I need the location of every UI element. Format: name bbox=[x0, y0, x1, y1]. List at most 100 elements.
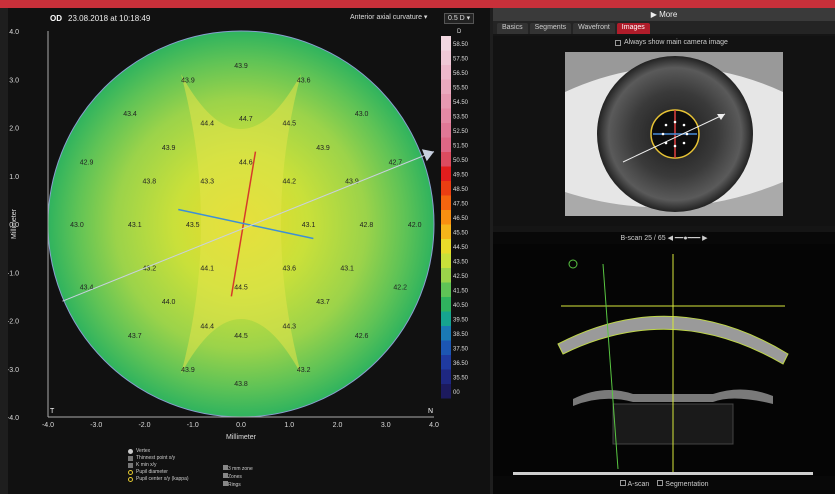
curvature-value: 44.4 bbox=[200, 121, 214, 128]
option-checkbox bbox=[619, 480, 626, 486]
curvature-value: 43.7 bbox=[128, 333, 142, 340]
tab-basics[interactable]: Basics bbox=[497, 23, 528, 34]
color-scale-label: 57.50 bbox=[453, 57, 469, 63]
map-type-select[interactable]: Anterior axial curvature ▾ bbox=[350, 14, 428, 21]
show-camera-checkbox[interactable]: Always show main camera image bbox=[615, 39, 728, 46]
y-tick-label: 0.0 bbox=[9, 222, 19, 229]
legend-item[interactable]: Vertex bbox=[128, 448, 189, 455]
curvature-value: 42.8 bbox=[360, 222, 374, 229]
option-toggle[interactable]: Segmentation bbox=[657, 480, 709, 488]
option-label: A-scan bbox=[627, 481, 650, 488]
x-tick-label: 2.0 bbox=[333, 422, 343, 429]
y-axis-label: Millimeter bbox=[11, 208, 18, 239]
curvature-value: 42.6 bbox=[355, 333, 369, 340]
color-scale-swatch bbox=[441, 166, 451, 181]
color-scale-label: 58.50 bbox=[453, 42, 469, 48]
zone-checkbox bbox=[223, 473, 228, 478]
option-label: Segmentation bbox=[665, 481, 709, 488]
legend-item[interactable]: Pupil diameter bbox=[128, 469, 189, 476]
orientation-arrow bbox=[622, 113, 726, 163]
tab-segments[interactable]: Segments bbox=[529, 23, 572, 34]
curvature-value: 43.9 bbox=[181, 367, 195, 374]
cornea-section bbox=[557, 315, 789, 365]
hot-zone bbox=[181, 74, 301, 374]
color-scale-swatch bbox=[441, 369, 451, 384]
zone-toggle[interactable]: 3 mm zone bbox=[223, 465, 253, 473]
y-tick-label: 3.0 bbox=[9, 77, 19, 84]
color-scale-swatch bbox=[441, 181, 451, 196]
color-scale-swatch bbox=[441, 137, 451, 152]
color-scale-unit: D bbox=[457, 29, 462, 35]
zone-toggle[interactable]: Rings bbox=[223, 481, 253, 489]
curvature-map[interactable]: -4.0 -3.0 -2.0 -1.0 0.0 1.0 2.0 3.0 4.0 4.0 3.0 2.0… bbox=[8, 8, 490, 494]
legend-marker bbox=[128, 456, 133, 461]
curvature-value: 43.2 bbox=[143, 265, 157, 272]
x-tick-label: -1.0 bbox=[187, 422, 199, 429]
tab-images[interactable]: Images bbox=[616, 23, 650, 34]
color-scale-label: 49.50 bbox=[453, 173, 469, 179]
color-scale-label: 43.50 bbox=[453, 260, 469, 266]
camera-image bbox=[565, 52, 783, 216]
curvature-value: 44.4 bbox=[200, 323, 214, 330]
color-scale-label: 56.50 bbox=[453, 71, 469, 77]
curvature-value: 43.3 bbox=[200, 179, 214, 186]
flat-axis bbox=[178, 208, 314, 240]
color-scale-label: 39.50 bbox=[453, 318, 469, 324]
legend-label: Pupil center x/y (kappa) bbox=[136, 476, 189, 482]
scan-line bbox=[602, 263, 619, 470]
upper-eyelid bbox=[565, 52, 783, 92]
nasal-marker: N bbox=[428, 408, 433, 415]
topography-panel: -4.0 -3.0 -2.0 -1.0 0.0 1.0 2.0 3.0 4.0 4.0 3.0 2.0… bbox=[8, 8, 490, 494]
more-toggle[interactable]: ▶ More bbox=[493, 8, 835, 21]
option-toggle[interactable]: A-scan bbox=[619, 480, 650, 488]
legend-item[interactable]: Thinnest point x/y bbox=[128, 455, 189, 462]
legend-marker bbox=[128, 477, 133, 482]
bscan-options: A-scan Segmentation bbox=[493, 480, 835, 488]
color-scale-swatch bbox=[441, 297, 451, 312]
curvature-value: 43.6 bbox=[282, 265, 296, 272]
tab-wavefront[interactable]: Wavefront bbox=[573, 23, 615, 34]
curvature-value: 44.5 bbox=[234, 285, 248, 292]
color-scale-label: 51.50 bbox=[453, 144, 469, 150]
map-legend: Vertex Thinnest point x/y K min x/y Pupil d… bbox=[128, 448, 189, 483]
curvature-value: 44.1 bbox=[200, 265, 214, 272]
legend-item[interactable]: Pupil center x/y (kappa) bbox=[128, 476, 189, 483]
curvature-value: 42.9 bbox=[80, 159, 94, 166]
bscan-scrollbar[interactable] bbox=[513, 472, 813, 475]
legend-label: Vertex bbox=[136, 448, 151, 454]
eye-side: OD bbox=[50, 14, 62, 23]
color-scale-swatch bbox=[441, 282, 451, 297]
exam-header: OD 23.08.2018 at 10:18:49 bbox=[50, 14, 150, 23]
rotate-icon[interactable] bbox=[568, 259, 578, 269]
bscan-slider[interactable]: ◀ ━━●━━━ ▶ bbox=[667, 235, 708, 242]
eye-photo bbox=[565, 52, 783, 216]
zone-toggle[interactable]: Zones bbox=[223, 473, 253, 481]
y-tick-label: 2.0 bbox=[9, 126, 19, 133]
color-scale-swatch bbox=[441, 239, 451, 254]
curvature-value: 43.1 bbox=[302, 222, 316, 229]
y-tick-label: 1.0 bbox=[9, 174, 19, 181]
curvature-value: 43.4 bbox=[123, 111, 137, 118]
curvature-value: 44.0 bbox=[162, 299, 176, 306]
bscan-index: 25 / 65 bbox=[644, 235, 666, 242]
step-select[interactable]: 0.5 D ▾ bbox=[444, 13, 474, 24]
y-tick-label: -1.0 bbox=[8, 270, 19, 277]
x-tick-label: -4.0 bbox=[42, 422, 54, 429]
color-scale-swatch bbox=[441, 224, 451, 239]
curvature-value: 44.5 bbox=[234, 333, 248, 340]
legend-item[interactable]: K min x/y bbox=[128, 462, 189, 469]
curvature-value: 43.0 bbox=[70, 222, 84, 229]
legend-marker bbox=[128, 470, 133, 475]
exam-datetime: 23.08.2018 at 10:18:49 bbox=[68, 14, 151, 23]
color-scale-label: 52.50 bbox=[453, 129, 469, 135]
color-scale-label: 00 bbox=[453, 390, 460, 396]
y-tick-label: -2.0 bbox=[8, 319, 19, 326]
bscan-label: B-scan bbox=[620, 235, 643, 242]
curvature-value: 43.6 bbox=[297, 77, 311, 84]
y-tick-label: 4.0 bbox=[9, 29, 19, 36]
y-tick-label: -4.0 bbox=[8, 415, 19, 422]
curvature-value: 43.9 bbox=[316, 145, 330, 152]
color-scale-swatch bbox=[441, 79, 451, 94]
orientation-arrow bbox=[62, 151, 435, 302]
color-scale-swatch bbox=[441, 36, 451, 51]
